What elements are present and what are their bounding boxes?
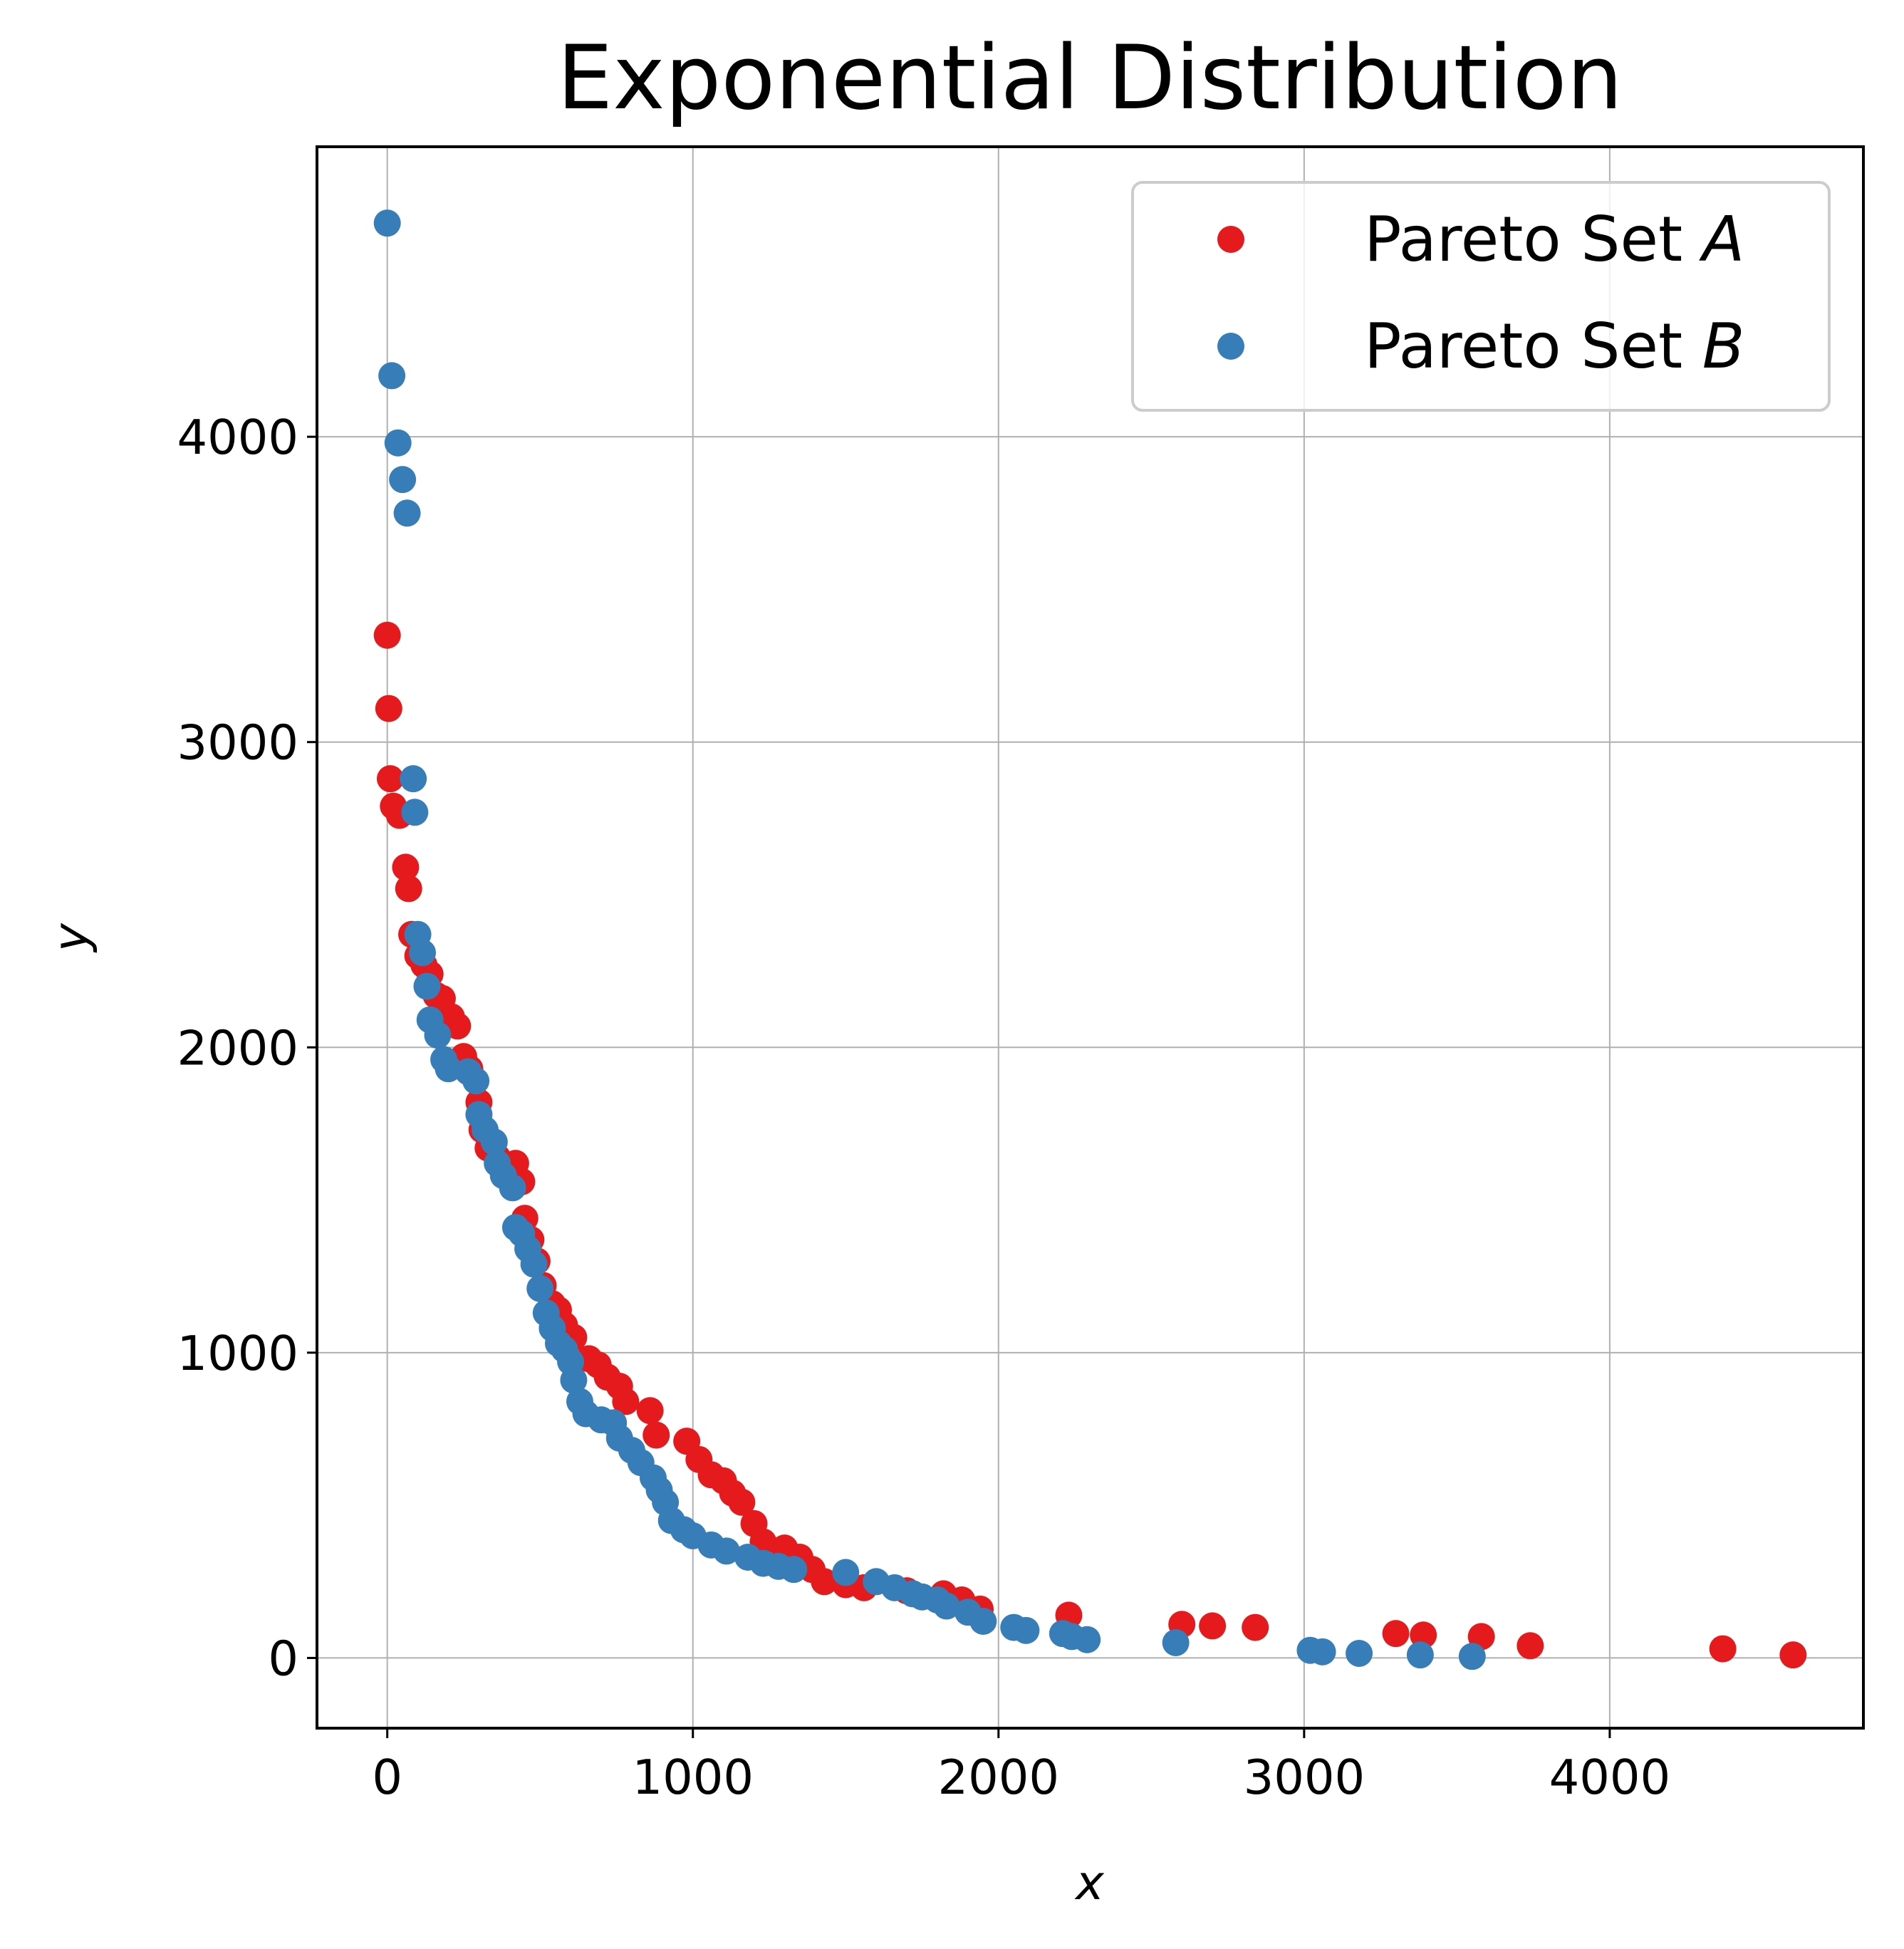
- data-point-b: [393, 499, 421, 527]
- legend-label-a-var: A: [1699, 203, 1745, 276]
- y-tick-label: 0: [268, 1631, 298, 1686]
- data-point-a: [373, 621, 401, 649]
- legend-box: [1131, 181, 1831, 412]
- data-point-b: [1406, 1641, 1434, 1669]
- data-point-b: [1309, 1638, 1336, 1665]
- data-point-a: [728, 1488, 756, 1516]
- x-tick-label: 4000: [1549, 1750, 1671, 1805]
- legend: Pareto Set A Pareto Set B: [1131, 181, 1831, 412]
- y-axis-label: y: [43, 922, 98, 953]
- legend-label-b-name: Pareto Set: [1364, 310, 1682, 383]
- data-point-b: [1458, 1643, 1486, 1670]
- data-point-a: [643, 1421, 670, 1449]
- series-b: [373, 209, 1486, 1670]
- x-axis-ticks: 0 1000 2000 3000 4000: [372, 1728, 1670, 1805]
- y-tick-label: 3000: [177, 715, 298, 771]
- data-point-b: [526, 1274, 554, 1302]
- data-point-b: [780, 1556, 808, 1584]
- x-axis-label: x: [1074, 1855, 1105, 1911]
- data-point-b: [1346, 1640, 1373, 1667]
- data-point-a: [612, 1388, 640, 1415]
- data-point-a: [1517, 1632, 1544, 1660]
- data-point-b: [413, 972, 441, 1000]
- data-point-b: [462, 1067, 490, 1095]
- y-tick-label: 2000: [177, 1020, 298, 1076]
- x-tick-label: 0: [372, 1750, 402, 1805]
- data-point-b: [409, 939, 437, 967]
- data-point-a: [1382, 1620, 1410, 1648]
- data-point-b: [1012, 1616, 1040, 1644]
- data-point-a: [1199, 1612, 1227, 1640]
- data-point-b: [712, 1537, 740, 1565]
- data-point-a: [1779, 1641, 1807, 1669]
- y-tick-label: 1000: [177, 1326, 298, 1381]
- data-point-a: [392, 853, 420, 881]
- data-point-a: [376, 765, 404, 793]
- data-point-b: [1073, 1626, 1101, 1653]
- data-point-b: [424, 1022, 452, 1049]
- plot-frame: [316, 145, 1865, 1730]
- data-point-b: [832, 1559, 860, 1586]
- legend-label-a: Pareto Set A: [1364, 203, 1744, 276]
- data-point-b: [435, 1055, 462, 1083]
- data-point-b: [373, 209, 401, 237]
- data-point-a: [1242, 1613, 1269, 1641]
- x-tick-label: 1000: [632, 1750, 754, 1805]
- chart-title: Exponential Distribution: [557, 27, 1623, 130]
- data-point-b: [499, 1174, 526, 1202]
- data-point-a: [395, 875, 422, 903]
- y-tick-label: 4000: [177, 410, 298, 465]
- data-point-b: [389, 466, 417, 494]
- data-point-a: [1709, 1635, 1737, 1663]
- legend-label-a-name: Pareto Set: [1364, 203, 1682, 276]
- legend-marker-a: [1217, 226, 1244, 253]
- legend-label-b-var: B: [1702, 310, 1745, 383]
- data-point-b: [400, 765, 427, 793]
- grid-lines: [317, 147, 1863, 1728]
- data-point-b: [520, 1250, 548, 1278]
- data-point-b: [560, 1366, 588, 1394]
- data-point-b: [378, 362, 406, 390]
- data-point-b: [932, 1592, 960, 1620]
- data-point-a: [1410, 1621, 1437, 1649]
- data-point-a: [811, 1568, 838, 1596]
- data-point-b: [1162, 1629, 1190, 1656]
- data-point-b: [969, 1608, 997, 1635]
- data-point-b: [384, 429, 412, 457]
- y-axis-ticks: 0 1000 2000 3000 4000: [177, 410, 317, 1686]
- data-point-a: [375, 695, 402, 722]
- legend-label-b: Pareto Set B: [1364, 310, 1744, 383]
- legend-marker-b: [1217, 333, 1244, 360]
- data-point-a: [636, 1397, 664, 1425]
- data-point-b: [480, 1128, 508, 1156]
- x-tick-label: 2000: [938, 1750, 1060, 1805]
- x-tick-label: 3000: [1244, 1750, 1365, 1805]
- data-points: [373, 209, 1807, 1670]
- data-point-b: [401, 799, 429, 826]
